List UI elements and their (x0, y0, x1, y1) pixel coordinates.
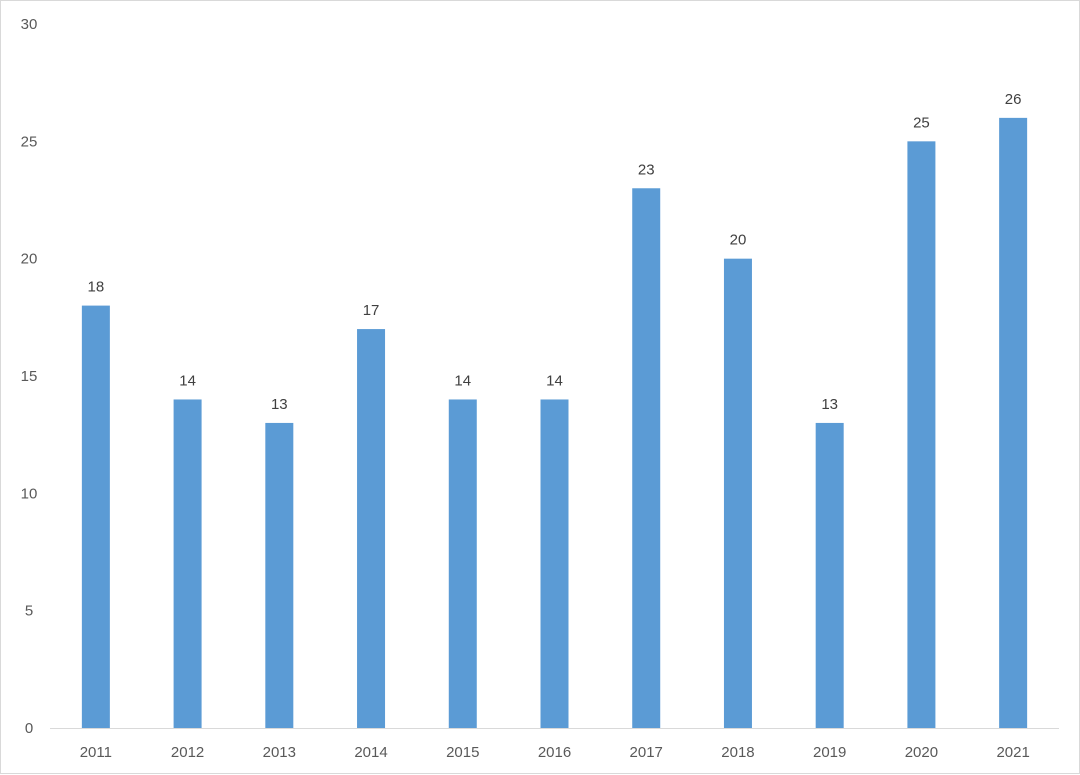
y-axis-tick-labels: 0 5 10 15 20 25 30 (21, 16, 38, 737)
bar-2019 (815, 422, 844, 728)
x-tick-label-2017: 2017 (630, 744, 663, 761)
data-label-2015: 14 (454, 372, 471, 389)
data-label-2020: 25 (913, 114, 930, 131)
data-labels-group: 18 14 13 17 14 14 23 20 13 25 26 (88, 91, 1022, 413)
data-label-2013: 13 (271, 396, 288, 413)
x-tick-label-2013: 2013 (263, 744, 296, 761)
data-label-2017: 23 (638, 161, 655, 178)
x-tick-label-2021: 2021 (996, 744, 1029, 761)
y-tick-label: 15 (21, 368, 38, 385)
bar-2013 (265, 422, 294, 728)
x-tick-label-2019: 2019 (813, 744, 846, 761)
data-label-2021: 26 (1005, 91, 1022, 108)
data-label-2019: 13 (821, 396, 838, 413)
data-label-2011: 18 (88, 279, 105, 296)
bars-group (81, 117, 1028, 729)
x-axis-tick-labels: 2011 2012 2013 2014 2015 2016 2017 2018 2019 2020… (80, 744, 1030, 761)
y-tick-label: 30 (21, 16, 38, 33)
bar-2020 (907, 141, 936, 729)
data-label-2012: 14 (179, 372, 196, 389)
bar-2015 (448, 399, 477, 728)
data-label-2014: 17 (363, 302, 380, 319)
y-tick-label: 10 (21, 485, 38, 502)
bar-2017 (632, 188, 661, 728)
bar-2016 (540, 399, 569, 728)
y-tick-label: 5 (25, 603, 33, 620)
x-tick-label-2014: 2014 (354, 744, 387, 761)
y-tick-label: 0 (25, 720, 33, 737)
x-tick-label-2020: 2020 (905, 744, 938, 761)
bar-2014 (357, 329, 386, 728)
x-tick-label-2016: 2016 (538, 744, 571, 761)
x-tick-label-2018: 2018 (721, 744, 754, 761)
bar-2012 (173, 399, 202, 728)
bar-2011 (81, 305, 110, 728)
x-tick-label-2011: 2011 (80, 744, 112, 761)
bar-2021 (999, 117, 1028, 728)
y-tick-label: 25 (21, 133, 38, 150)
y-tick-label: 20 (21, 251, 38, 268)
data-label-2018: 20 (730, 232, 747, 249)
x-tick-label-2012: 2012 (171, 744, 204, 761)
data-label-2016: 14 (546, 372, 563, 389)
x-tick-label-2015: 2015 (446, 744, 479, 761)
bar-2018 (723, 258, 752, 728)
